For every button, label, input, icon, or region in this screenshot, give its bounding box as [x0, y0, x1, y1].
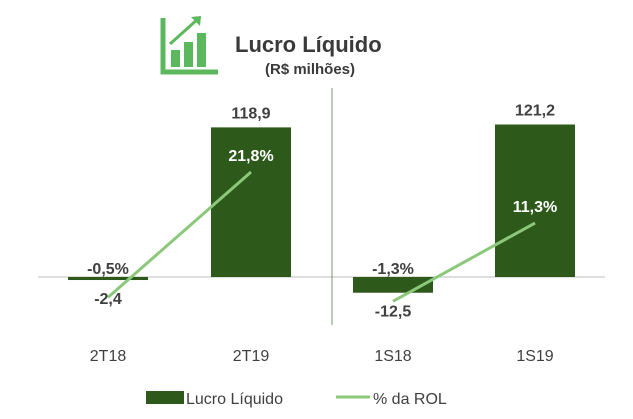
- pct-label-1s19: 11,3%: [513, 199, 557, 216]
- value-label-2t19: 118,9: [231, 105, 270, 122]
- value-label-1s19: 121,2: [515, 102, 555, 119]
- bar-2t18: [68, 277, 148, 281]
- bar-1s19: [495, 124, 575, 278]
- chart-subtitle: (R$ milhões): [265, 61, 355, 78]
- bar-chart-growth-icon: [160, 16, 218, 75]
- category-label-1s18: 1S18: [374, 348, 411, 365]
- value-label-1s18: -12,5: [375, 304, 412, 321]
- chart-title: Lucro Líquido: [235, 32, 382, 57]
- bar-2t19: [211, 127, 291, 278]
- pct-label-2t18: -0,5%: [87, 261, 129, 278]
- legend: Lucro Líquido % da ROL: [146, 391, 447, 408]
- legend-label-lucro: Lucro Líquido: [186, 391, 283, 408]
- pct-label-2t19: 21,8%: [228, 148, 273, 165]
- legend-swatch-lucro: [146, 391, 184, 404]
- category-label-2t19: 2T19: [233, 348, 270, 365]
- value-label-2t18: -2,4: [94, 291, 122, 308]
- category-label-1s19: 1S19: [516, 348, 553, 365]
- legend-label-rol: % da ROL: [373, 391, 447, 408]
- category-label-2t18: 2T18: [90, 348, 127, 365]
- pct-label-1s18: -1,3%: [372, 261, 414, 278]
- rol-line-segment-2: [392, 221, 536, 303]
- rol-line-segment-1: [107, 170, 252, 299]
